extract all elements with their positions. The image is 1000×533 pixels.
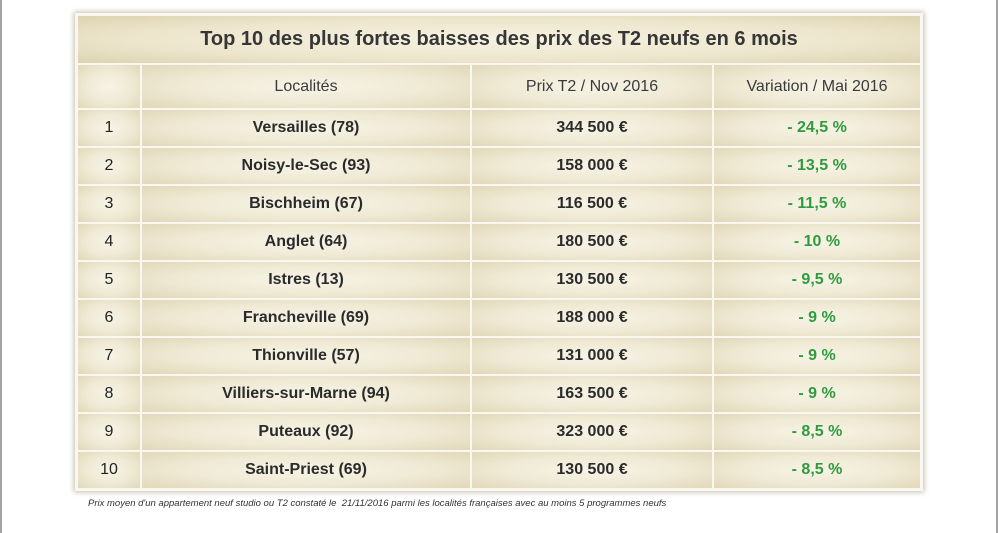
locality-cell: Bischheim (67) (142, 186, 470, 222)
variation-cell: - 8,5 % (714, 414, 920, 450)
right-edge-line (996, 0, 998, 533)
header-localites: Localités (142, 65, 470, 108)
variation-cell: - 10 % (714, 224, 920, 260)
locality-cell: Thionville (57) (142, 338, 470, 374)
price-cell: 130 500 € (472, 262, 712, 298)
rank-cell: 10 (78, 452, 140, 488)
price-cell: 163 500 € (472, 376, 712, 412)
header-prix: Prix T2 / Nov 2016 (472, 65, 712, 108)
variation-cell: - 9 % (714, 376, 920, 412)
left-edge-line (0, 0, 2, 533)
locality-cell: Istres (13) (142, 262, 470, 298)
price-cell: 180 500 € (472, 224, 712, 260)
locality-cell: Noisy-le-Sec (93) (142, 148, 470, 184)
variation-cell: - 9 % (714, 338, 920, 374)
header-rank (78, 65, 140, 108)
variation-cell: - 8,5 % (714, 452, 920, 488)
price-cell: 323 000 € (472, 414, 712, 450)
rank-cell: 9 (78, 414, 140, 450)
locality-cell: Versailles (78) (142, 110, 470, 146)
locality-cell: Francheville (69) (142, 300, 470, 336)
rank-cell: 3 (78, 186, 140, 222)
rank-cell: 4 (78, 224, 140, 260)
locality-cell: Anglet (64) (142, 224, 470, 260)
price-cell: 131 000 € (472, 338, 712, 374)
rank-cell: 6 (78, 300, 140, 336)
table-frame: Top 10 des plus fortes baisses des prix … (75, 13, 923, 491)
price-cell: 188 000 € (472, 300, 712, 336)
rank-cell: 8 (78, 376, 140, 412)
variation-cell: - 9,5 % (714, 262, 920, 298)
table-title: Top 10 des plus fortes baisses des prix … (78, 16, 920, 63)
locality-cell: Puteaux (92) (142, 414, 470, 450)
price-drop-table: Top 10 des plus fortes baisses des prix … (78, 16, 920, 488)
locality-cell: Saint-Priest (69) (142, 452, 470, 488)
header-variation: Variation / Mai 2016 (714, 65, 920, 108)
variation-cell: - 11,5 % (714, 186, 920, 222)
rank-cell: 5 (78, 262, 140, 298)
price-cell: 158 000 € (472, 148, 712, 184)
price-cell: 116 500 € (472, 186, 712, 222)
price-cell: 130 500 € (472, 452, 712, 488)
variation-cell: - 24,5 % (714, 110, 920, 146)
rank-cell: 7 (78, 338, 140, 374)
variation-cell: - 9 % (714, 300, 920, 336)
footnote: Prix moyen d'un appartement neuf studio … (88, 498, 667, 509)
price-cell: 344 500 € (472, 110, 712, 146)
rank-cell: 2 (78, 148, 140, 184)
locality-cell: Villiers-sur-Marne (94) (142, 376, 470, 412)
variation-cell: - 13,5 % (714, 148, 920, 184)
rank-cell: 1 (78, 110, 140, 146)
